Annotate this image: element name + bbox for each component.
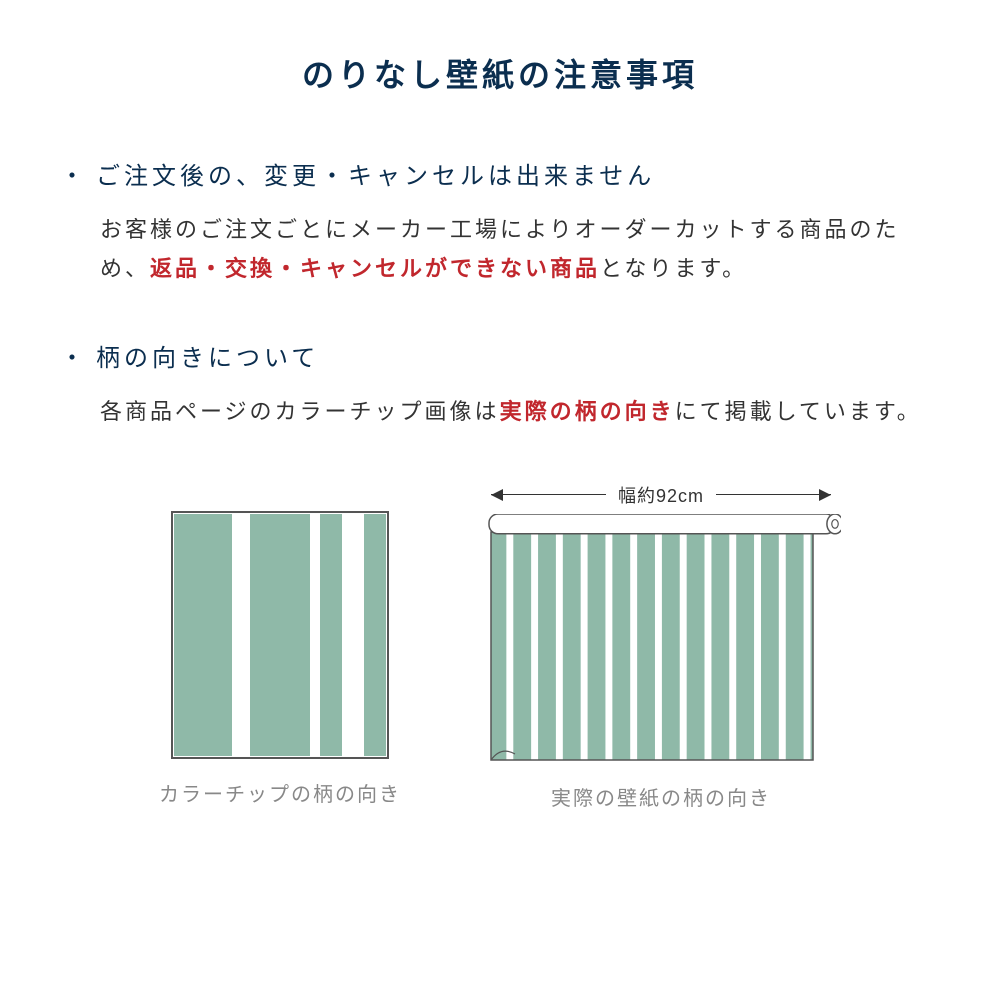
heading-text: 柄の向きについて xyxy=(96,338,319,373)
section-cancel: ・ ご注文後の、変更・キャンセルは出来ません お客様のご注文ごとにメーカー工場に… xyxy=(60,156,940,288)
diagram-wallpaper-roll: 幅約92cm 実際の壁紙の柄の向き xyxy=(481,482,841,811)
page-title: のりなし壁紙の注意事項 xyxy=(60,50,940,96)
section-body: お客様のご注文ごとにメーカー工場によりオーダーカットする商品のため、返品・交換・… xyxy=(60,211,940,288)
diagram-color-chip: カラーチップの柄の向き xyxy=(159,482,401,811)
width-indicator: 幅約92cm xyxy=(491,482,831,508)
bullet-icon: ・ xyxy=(60,338,88,373)
body-post: となります。 xyxy=(600,256,747,281)
body-pre: 各商品ページのカラーチップ画像は xyxy=(100,399,500,424)
body-emphasis: 返品・交換・キャンセルができない商品 xyxy=(150,256,600,281)
section-pattern: ・ 柄の向きについて 各商品ページのカラーチップ画像は実際の柄の向きにて掲載して… xyxy=(60,338,940,432)
heading-text: ご注文後の、変更・キャンセルは出来ません xyxy=(96,156,655,191)
section-heading: ・ ご注文後の、変更・キャンセルは出来ません xyxy=(60,156,940,191)
diagram-row: カラーチップの柄の向き 幅約92cm 実際の壁紙の柄の向き xyxy=(60,482,940,811)
body-post: にて掲載しています。 xyxy=(675,399,922,424)
roll-caption: 実際の壁紙の柄の向き xyxy=(551,782,771,811)
body-emphasis: 実際の柄の向き xyxy=(500,399,675,424)
arrow-right-icon xyxy=(716,494,831,496)
wallpaper-roll-illustration xyxy=(481,514,841,764)
arrow-left-icon xyxy=(491,494,606,496)
bullet-icon: ・ xyxy=(60,156,88,191)
chip-caption: カラーチップの柄の向き xyxy=(159,778,401,807)
color-chip-illustration xyxy=(170,510,390,760)
section-heading: ・ 柄の向きについて xyxy=(60,338,940,373)
section-body: 各商品ページのカラーチップ画像は実際の柄の向きにて掲載しています。 xyxy=(60,393,940,432)
width-label: 幅約92cm xyxy=(606,482,716,508)
